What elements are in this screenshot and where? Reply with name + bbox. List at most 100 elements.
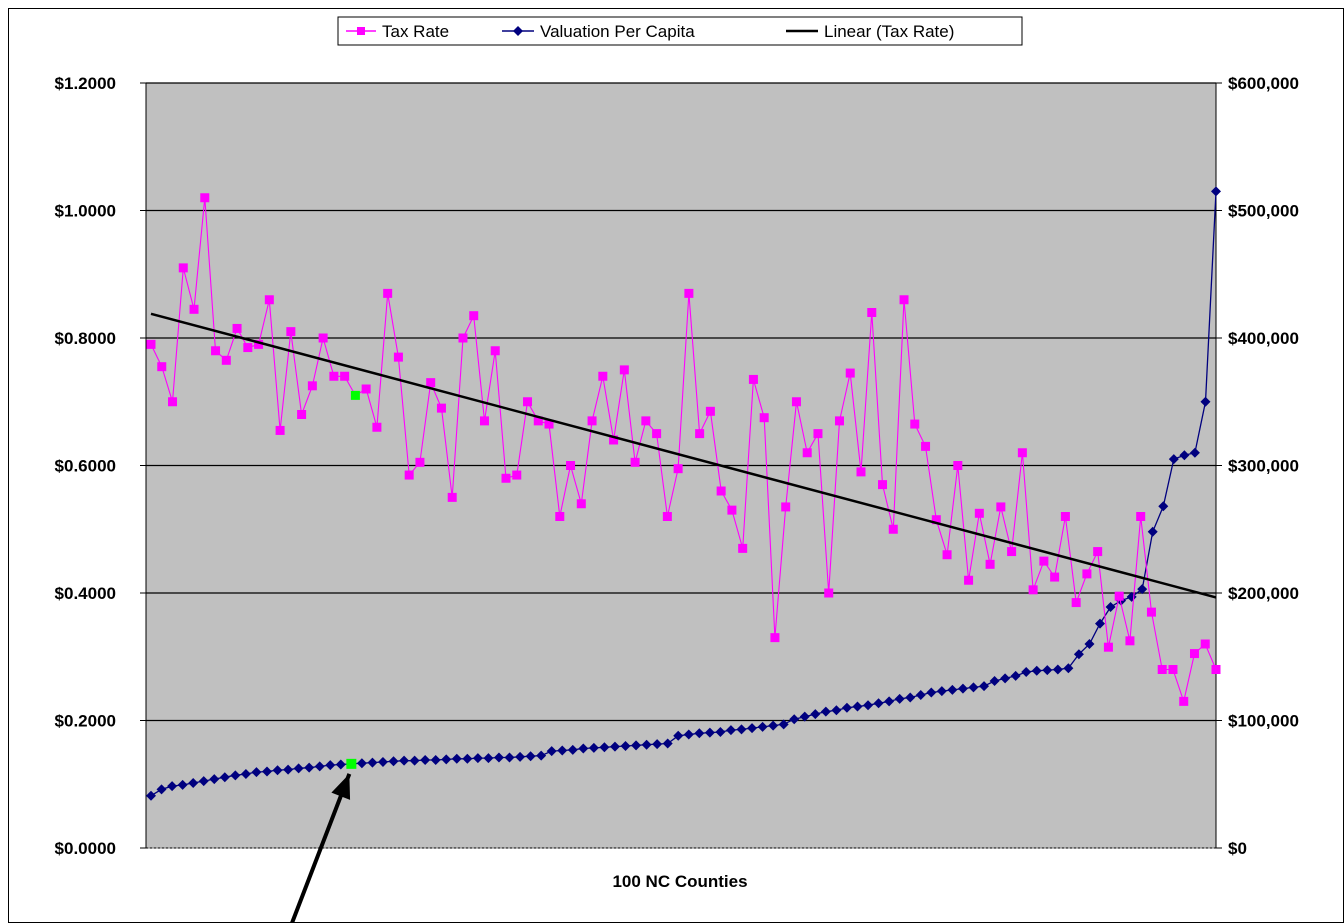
right-tick-label: $100,000 xyxy=(1228,712,1299,731)
trendline-tax-rate xyxy=(150,312,1217,599)
right-tick-label: $600,000 xyxy=(1228,74,1299,93)
data-point-tax-rate xyxy=(436,403,446,413)
data-point-valuation xyxy=(694,728,705,739)
data-point-valuation xyxy=(462,753,473,764)
data-point-valuation xyxy=(852,701,863,712)
data-point-tax-rate xyxy=(383,288,393,298)
data-point-tax-rate xyxy=(1017,448,1027,458)
data-point-valuation xyxy=(515,751,526,762)
data-point-tax-rate xyxy=(1146,607,1156,617)
data-point-valuation xyxy=(631,740,642,751)
data-point-valuation xyxy=(641,739,652,750)
data-point-valuation xyxy=(367,757,378,768)
data-point-tax-rate xyxy=(931,515,941,525)
legend-swatch-marker-tax xyxy=(357,27,365,35)
data-point-valuation xyxy=(251,767,262,778)
data-point-tax-rate xyxy=(641,416,651,426)
data-point-tax-rate xyxy=(168,397,178,407)
data-point-valuation xyxy=(989,675,1000,686)
data-point-tax-rate xyxy=(781,502,791,512)
data-point-tax-rate xyxy=(1211,665,1221,674)
data-point-valuation xyxy=(725,725,736,736)
data-point-valuation xyxy=(156,784,167,795)
data-point-valuation xyxy=(652,739,663,750)
left-tick-label: $1.2000 xyxy=(55,74,116,93)
left-tick-label: $0.4000 xyxy=(55,584,116,603)
data-point-valuation xyxy=(863,700,874,711)
data-point-valuation xyxy=(799,711,810,722)
right-tick-label: $400,000 xyxy=(1228,329,1299,348)
data-point-valuation xyxy=(409,755,420,766)
data-point-valuation xyxy=(778,719,789,730)
data-point-valuation xyxy=(567,744,578,755)
data-point-tax-rate xyxy=(695,429,705,439)
data-point-valuation xyxy=(504,752,515,763)
data-point-valuation xyxy=(1021,667,1032,678)
data-point-tax-rate xyxy=(985,559,995,569)
data-point-valuation xyxy=(947,684,958,695)
data-point-valuation xyxy=(841,702,852,713)
highlight-point-valuation xyxy=(346,758,357,769)
data-point-tax-rate xyxy=(824,588,834,598)
data-point-valuation xyxy=(715,726,726,737)
data-point-valuation xyxy=(1073,649,1084,660)
data-point-tax-rate xyxy=(673,464,683,474)
data-point-tax-rate xyxy=(942,550,952,560)
data-point-valuation xyxy=(335,759,346,770)
data-point-tax-rate xyxy=(1007,547,1017,557)
data-point-valuation xyxy=(1084,639,1095,649)
data-point-valuation xyxy=(388,756,399,767)
data-point-tax-rate xyxy=(1039,556,1049,566)
data-point-tax-rate xyxy=(921,441,931,451)
right-tick-label: $200,000 xyxy=(1228,584,1299,603)
data-point-tax-rate xyxy=(1082,569,1092,579)
data-point-tax-rate xyxy=(221,355,231,365)
data-point-tax-rate xyxy=(1157,665,1167,674)
data-point-tax-rate xyxy=(1125,636,1135,646)
data-point-tax-rate xyxy=(587,416,597,426)
data-point-valuation xyxy=(968,682,979,693)
x-axis-label: 100 NC Counties xyxy=(612,872,747,891)
data-point-valuation xyxy=(747,723,758,734)
data-point-valuation xyxy=(441,754,452,765)
data-point-valuation xyxy=(209,774,220,785)
data-point-tax-rate xyxy=(619,365,629,375)
data-point-tax-rate xyxy=(275,425,285,435)
data-point-valuation xyxy=(325,760,336,771)
data-point-valuation xyxy=(905,692,916,703)
data-point-tax-rate xyxy=(361,384,371,394)
data-point-tax-rate xyxy=(974,508,984,518)
left-tick-label: $0.2000 xyxy=(55,712,116,731)
data-point-tax-rate xyxy=(479,416,489,426)
data-point-tax-rate xyxy=(802,448,812,458)
data-point-tax-rate xyxy=(544,419,554,429)
data-point-valuation xyxy=(662,738,673,749)
data-point-valuation xyxy=(599,742,610,753)
data-point-tax-rate xyxy=(662,512,672,521)
data-point-tax-rate xyxy=(490,346,500,356)
data-point-valuation xyxy=(1063,663,1074,674)
data-point-valuation xyxy=(1052,664,1063,675)
right-tick-label: $300,000 xyxy=(1228,457,1299,476)
data-point-valuation xyxy=(240,769,251,780)
data-point-tax-rate xyxy=(307,381,317,391)
data-point-valuation xyxy=(1158,501,1169,512)
data-point-tax-rate xyxy=(1093,547,1103,557)
data-point-valuation xyxy=(198,776,209,787)
data-point-tax-rate xyxy=(878,480,888,490)
series-line-tax-rate xyxy=(150,197,1217,704)
data-point-valuation xyxy=(1095,618,1106,629)
data-point-valuation xyxy=(1031,665,1042,676)
data-point-valuation xyxy=(283,764,294,775)
data-point-tax-rate xyxy=(512,470,522,480)
data-point-valuation xyxy=(831,705,842,716)
data-point-valuation xyxy=(261,766,272,777)
data-point-tax-rate xyxy=(964,575,974,585)
data-point-tax-rate xyxy=(232,323,242,333)
data-point-valuation xyxy=(557,745,568,756)
data-point-valuation xyxy=(1200,396,1211,407)
data-point-tax-rate xyxy=(834,416,844,426)
data-point-valuation xyxy=(979,681,990,692)
data-point-tax-rate xyxy=(759,413,769,423)
annotation-arrow-shaft xyxy=(290,773,352,923)
